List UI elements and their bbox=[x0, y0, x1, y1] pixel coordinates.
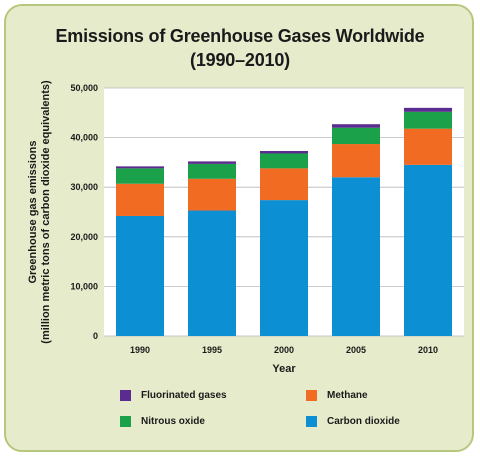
bar-segment-fluorinated-gases bbox=[404, 107, 452, 112]
y-axis-title-line1: Greenhouse gas emissions bbox=[27, 140, 39, 283]
bar-segment-methane bbox=[116, 183, 164, 216]
legend-item: Fluorinated gases bbox=[120, 390, 227, 401]
legend-item: Nitrous oxide bbox=[120, 416, 205, 427]
legend-swatch bbox=[306, 416, 317, 427]
y-tick-label: 10,000 bbox=[70, 281, 98, 291]
legend-swatch bbox=[120, 390, 131, 401]
legend-swatch bbox=[120, 416, 131, 427]
bar-segment-carbon-dioxide bbox=[116, 215, 164, 336]
x-tick-label: 1995 bbox=[202, 345, 222, 355]
y-tick-label: 30,000 bbox=[70, 182, 98, 192]
bar-segment-carbon-dioxide bbox=[332, 177, 380, 336]
bar-segment-methane bbox=[332, 144, 380, 178]
bar-segment-methane bbox=[260, 168, 308, 201]
legend-label: Methane bbox=[327, 390, 368, 401]
bar-segment-carbon-dioxide bbox=[260, 200, 308, 336]
legend-item: Methane bbox=[306, 390, 368, 401]
y-tick-label: 0 bbox=[93, 331, 98, 341]
bar-segment-carbon-dioxide bbox=[404, 164, 452, 336]
y-axis-title-line2: (million metric tons of carbon dioxide e… bbox=[40, 80, 52, 344]
x-tick-label: 2000 bbox=[274, 345, 294, 355]
bar-segment-carbon-dioxide bbox=[188, 210, 236, 336]
legend-swatch bbox=[306, 390, 317, 401]
bar-segment-fluorinated-gases bbox=[188, 161, 236, 164]
x-axis-title: Year bbox=[272, 363, 296, 375]
legend-label: Fluorinated gases bbox=[141, 390, 227, 401]
y-tick-label: 50,000 bbox=[70, 83, 98, 93]
bar-segment-nitrous-oxide bbox=[260, 153, 308, 169]
bar-segment-fluorinated-gases bbox=[116, 166, 164, 169]
y-tick-label: 20,000 bbox=[70, 232, 98, 242]
chart-title: Emissions of Greenhouse Gases Worldwide bbox=[55, 26, 425, 46]
x-tick-label: 2005 bbox=[346, 345, 366, 355]
chart-subtitle: (1990–2010) bbox=[190, 50, 290, 70]
x-tick-labels: 1990 1995 2000 2005 2010 bbox=[130, 345, 438, 355]
x-tick-label: 1990 bbox=[130, 345, 150, 355]
legend-item: Carbon dioxide bbox=[306, 416, 400, 427]
legend-label: Carbon dioxide bbox=[327, 416, 400, 427]
bar-segment-methane bbox=[188, 178, 236, 211]
bar-segment-methane bbox=[404, 128, 452, 165]
legend-label: Nitrous oxide bbox=[141, 416, 205, 427]
x-tick-label: 2010 bbox=[418, 345, 438, 355]
bar-segment-nitrous-oxide bbox=[188, 163, 236, 179]
bars bbox=[116, 107, 452, 336]
bar-segment-nitrous-oxide bbox=[116, 168, 164, 184]
bar-segment-fluorinated-gases bbox=[332, 124, 380, 128]
bar-segment-nitrous-oxide bbox=[404, 111, 452, 129]
bar-segment-nitrous-oxide bbox=[332, 127, 380, 145]
y-tick-labels: 0 10,000 20,000 30,000 40,000 50,000 bbox=[70, 83, 98, 341]
bar-segment-fluorinated-gases bbox=[260, 150, 308, 154]
y-tick-label: 40,000 bbox=[70, 133, 98, 143]
